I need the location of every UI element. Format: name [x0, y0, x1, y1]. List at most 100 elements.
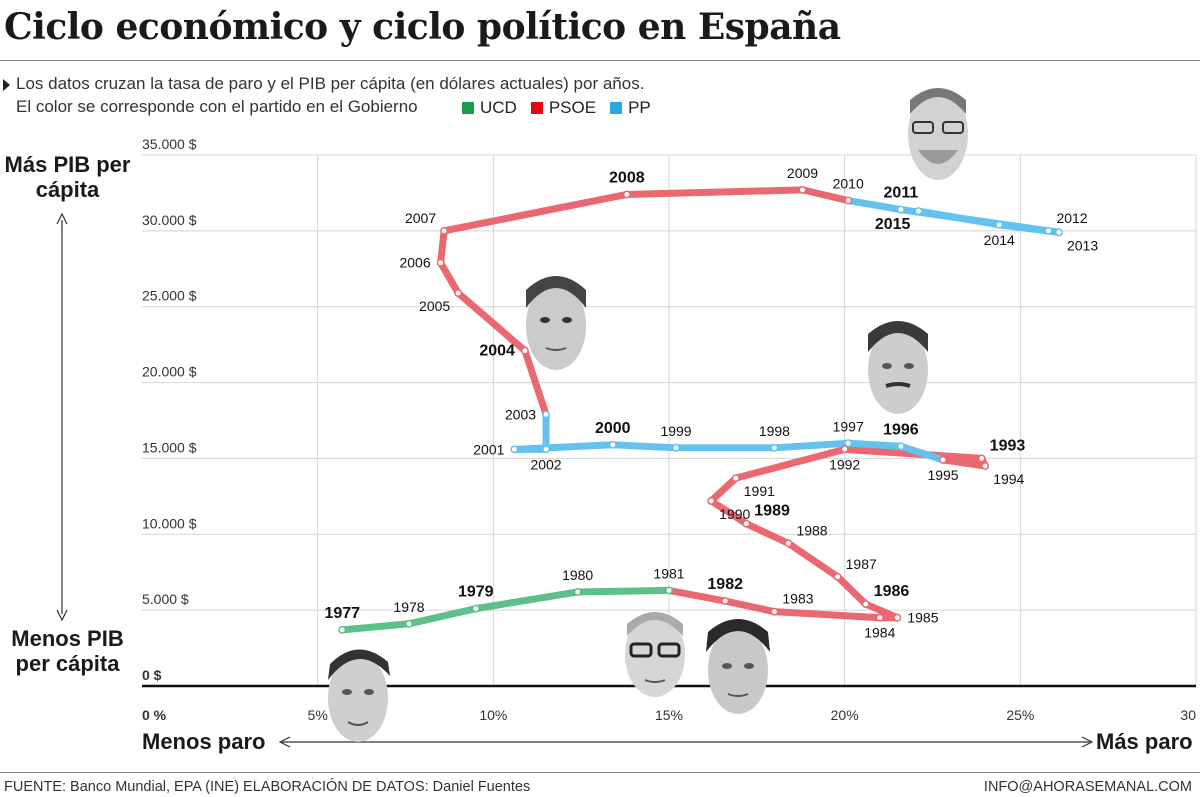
year-label-2005: 2005 [419, 298, 450, 314]
year-label-1995: 1995 [927, 467, 958, 483]
footer-source: FUENTE: Banco Mundial, EPA (INE) ELABORA… [4, 779, 531, 795]
arrow-right-icon [1081, 736, 1094, 748]
y-tick-label: 25.000 $ [142, 288, 197, 304]
year-label-1988: 1988 [796, 522, 827, 538]
data-point-1983 [770, 607, 779, 616]
year-label-1987: 1987 [846, 556, 877, 572]
year-label-1992: 1992 [829, 456, 860, 472]
x-tick-label: 30 [1180, 707, 1196, 723]
year-label-1989: 1989 [754, 503, 790, 520]
data-point-1980 [573, 587, 582, 596]
series-segment [721, 597, 778, 616]
year-label-2012: 2012 [1056, 210, 1087, 226]
data-point-1986 [861, 600, 870, 609]
data-point-2011 [896, 205, 905, 214]
year-label-1985: 1985 [907, 610, 938, 626]
series-segment [844, 197, 905, 214]
series-segment [440, 190, 631, 235]
year-label-2004: 2004 [479, 343, 515, 360]
y-tick-label: 30.000 $ [142, 212, 197, 228]
series-segment [799, 186, 852, 205]
x-tick-label: 15% [655, 707, 683, 723]
axes: 0 $ 5.000 $ 10.000 $ 15.000 $ 20.000 $ 25.000… [56, 136, 1196, 748]
rajoy-portrait [908, 88, 968, 180]
year-label-2010: 2010 [833, 176, 864, 192]
data-point-2015 [914, 207, 923, 216]
year-label-2008: 2008 [609, 169, 645, 186]
data-point-1988 [784, 539, 793, 548]
data-point-2010 [844, 196, 853, 205]
data-point-1997 [844, 439, 853, 448]
series-segment [939, 456, 989, 470]
series-segment [732, 445, 849, 482]
data-point-1978 [405, 619, 413, 628]
series-segment [707, 497, 750, 528]
y-axis-bottom-label: Menos PIB per cápita [11, 626, 124, 676]
y-tick-label: 15.000 $ [142, 439, 197, 455]
year-label-2014: 2014 [984, 232, 1015, 248]
year-label-2007: 2007 [405, 210, 436, 226]
year-label-2013: 2013 [1067, 237, 1098, 253]
data-point-1994 [981, 462, 990, 470]
data-point-2002 [542, 445, 550, 454]
data-point-1984 [875, 613, 884, 622]
year-label-1996: 1996 [883, 421, 919, 438]
series-segment [834, 573, 870, 608]
series-segment [844, 439, 905, 450]
series-segment [742, 520, 792, 547]
series-segment [454, 289, 529, 355]
arrow-down-icon [56, 609, 68, 622]
page-title: Ciclo económico y ciclo político en Espa… [4, 6, 841, 48]
data-point-1992 [840, 445, 849, 454]
series-segment [862, 600, 901, 622]
data-point-2009 [798, 185, 807, 194]
year-label-1984: 1984 [864, 625, 895, 641]
year-label-2015: 2015 [875, 216, 911, 233]
gonzalez-portrait [706, 619, 770, 714]
data-point-2007 [440, 226, 449, 235]
x-tick-label: 20% [831, 707, 859, 723]
data-point-2014 [995, 220, 1004, 229]
year-label-1977: 1977 [324, 605, 360, 622]
legend-label-psoe: PSOE [548, 98, 597, 117]
data-point-1993 [977, 454, 986, 463]
x-axis-right-label: Más paro [1096, 729, 1193, 754]
calvo-sotelo-portrait [625, 612, 685, 697]
year-label-1997: 1997 [833, 418, 864, 434]
year-label-1978: 1978 [393, 599, 424, 615]
x-axis-left-label: Menos paro [142, 729, 266, 754]
subtitle-line-2: El color se corresponde con el partido e… [16, 97, 418, 116]
series-segment [707, 474, 740, 505]
series-segment [521, 347, 550, 418]
y-tick-label: 5.000 $ [142, 591, 189, 607]
title-divider [0, 60, 1200, 61]
bullet-triangle-icon [3, 79, 10, 91]
data-point-1979 [471, 604, 480, 613]
year-label-2002: 2002 [530, 456, 561, 472]
series-segment [897, 442, 947, 464]
series-segment [914, 207, 1003, 229]
data-point-2008 [622, 190, 631, 199]
x-tick-label: 5% [308, 707, 328, 723]
legend-swatch-psoe [530, 102, 543, 114]
year-label-2009: 2009 [787, 165, 818, 181]
series-segment [770, 608, 884, 622]
footer-contact: INFO@AHORASEMANAL.COM [983, 779, 1192, 795]
legend-swatch-ucd [462, 102, 474, 114]
data-point-1989 [742, 519, 751, 528]
series-segment [472, 588, 582, 613]
y-tick-label: 20.000 $ [142, 364, 197, 380]
data-point-2003 [542, 410, 550, 419]
data-point-1990 [707, 496, 716, 505]
legend-swatch-pp [610, 102, 623, 114]
data-point-1985 [893, 613, 902, 622]
year-label-2003: 2003 [505, 406, 536, 422]
suarez-portrait [328, 649, 390, 742]
legend-item-psoe: PSOE [530, 98, 597, 118]
data-points [338, 185, 1063, 634]
y-tick-label: 35.000 $ [142, 136, 197, 152]
data-point-1982 [721, 597, 730, 605]
y-axis-top-label: Más PIB per cápita [4, 152, 131, 202]
data-point-2000 [608, 440, 617, 449]
